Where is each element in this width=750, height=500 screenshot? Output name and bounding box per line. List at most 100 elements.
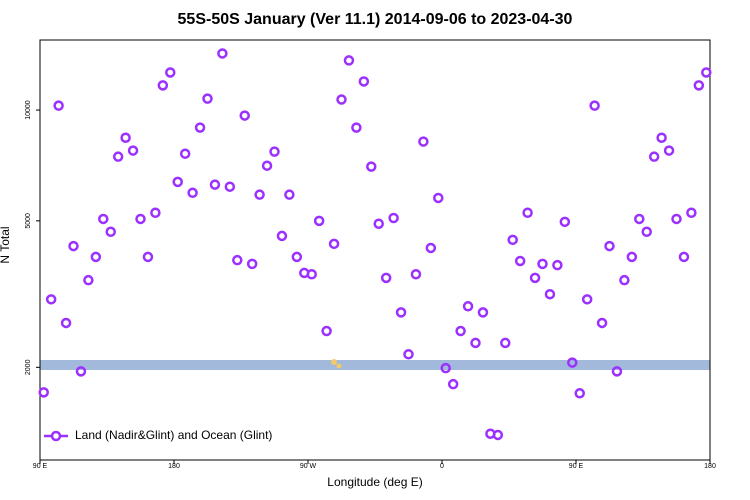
point xyxy=(157,80,169,91)
point xyxy=(626,251,638,263)
chart-title: 55S-50S January (Ver 11.1) 2014-09-06 to… xyxy=(178,11,573,28)
point xyxy=(462,301,474,312)
point xyxy=(693,80,705,91)
point xyxy=(284,189,295,200)
point xyxy=(581,294,593,305)
point xyxy=(232,254,243,266)
point xyxy=(596,317,608,329)
x-tick-label: 0 xyxy=(440,463,444,470)
point xyxy=(306,269,317,280)
point xyxy=(477,307,489,318)
point xyxy=(663,145,675,156)
point xyxy=(373,218,384,230)
point xyxy=(60,317,72,329)
point xyxy=(433,192,444,204)
point xyxy=(254,189,265,200)
point xyxy=(604,240,615,252)
coverage-dot xyxy=(336,363,342,369)
point xyxy=(246,258,258,270)
x-tick-label: 90 E xyxy=(33,463,48,470)
point xyxy=(351,122,362,133)
legend-label: Land (Nadir&Glint) and Ocean (Glint) xyxy=(75,428,272,442)
point xyxy=(470,337,481,349)
point xyxy=(224,181,236,192)
point xyxy=(321,325,332,337)
point xyxy=(574,388,585,399)
point xyxy=(127,145,139,156)
point xyxy=(678,251,690,263)
point xyxy=(552,259,563,271)
y-tick-label: 5000 xyxy=(25,213,32,229)
x-tick-label: 180 xyxy=(168,463,180,470)
point xyxy=(559,216,571,228)
y-tick-label: 10000 xyxy=(25,100,32,120)
point xyxy=(589,100,600,111)
point xyxy=(239,110,250,121)
point xyxy=(202,93,213,104)
coverage-band xyxy=(40,360,710,370)
point xyxy=(522,207,533,218)
point xyxy=(358,76,370,87)
y-tick-label: 2000 xyxy=(25,359,32,375)
point xyxy=(388,212,399,224)
point xyxy=(418,136,429,147)
point xyxy=(135,213,146,225)
point xyxy=(656,132,667,143)
point xyxy=(120,132,131,143)
point xyxy=(328,238,340,250)
point xyxy=(165,67,176,78)
x-axis-label: Longitude (deg E) xyxy=(327,475,422,489)
x-tick-label: 180 xyxy=(704,463,716,470)
point xyxy=(53,100,64,111)
point xyxy=(343,55,355,66)
point xyxy=(209,179,221,190)
x-tick-label: 90 E xyxy=(569,463,584,470)
point xyxy=(179,148,191,159)
point xyxy=(500,337,511,349)
point xyxy=(648,151,660,162)
point xyxy=(83,274,94,286)
x-tick-label: 90 W xyxy=(300,463,317,470)
point xyxy=(75,366,87,377)
point xyxy=(112,151,124,162)
point xyxy=(410,269,422,280)
point xyxy=(507,234,518,246)
point xyxy=(492,429,504,441)
point xyxy=(567,357,578,368)
point xyxy=(634,213,645,225)
y-axis-label: N Total xyxy=(0,226,12,263)
point xyxy=(150,207,161,218)
point xyxy=(671,213,682,225)
point xyxy=(514,255,526,267)
point xyxy=(619,274,630,286)
point xyxy=(291,251,303,263)
point xyxy=(611,366,623,377)
point xyxy=(172,176,183,188)
point xyxy=(701,67,712,78)
point xyxy=(45,294,57,305)
point xyxy=(269,146,280,157)
point xyxy=(395,307,407,318)
point xyxy=(403,349,414,360)
point xyxy=(142,251,154,263)
legend-swatch xyxy=(50,430,62,442)
point xyxy=(447,378,459,390)
point xyxy=(529,272,541,284)
point xyxy=(68,240,79,252)
point xyxy=(440,362,451,374)
point xyxy=(38,387,49,398)
point xyxy=(90,251,102,263)
point xyxy=(217,48,228,59)
point xyxy=(686,207,697,218)
coverage-dot xyxy=(331,359,337,365)
point xyxy=(366,161,377,172)
point xyxy=(261,160,273,171)
point xyxy=(641,226,652,238)
point xyxy=(187,187,198,199)
plot-frame xyxy=(39,39,711,461)
point xyxy=(98,213,109,225)
point xyxy=(537,258,548,270)
point xyxy=(313,215,325,227)
point xyxy=(544,288,556,300)
